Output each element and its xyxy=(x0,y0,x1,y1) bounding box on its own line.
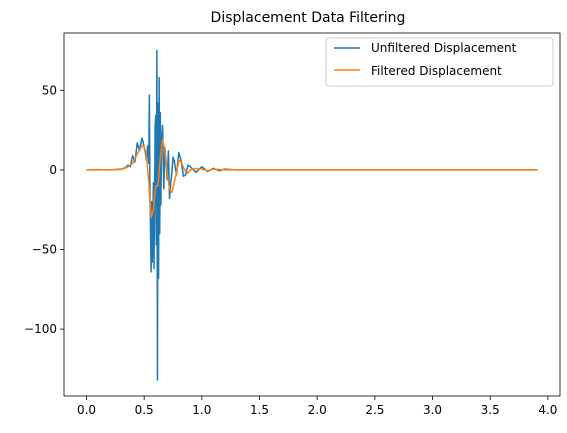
x-tick-label: 3.0 xyxy=(423,403,442,417)
series-line-filtered xyxy=(86,138,538,219)
legend: Unfiltered Displacement Filtered Displac… xyxy=(325,37,554,87)
y-tick-label: −100 xyxy=(24,322,57,336)
chart-title: Displacement Data Filtering xyxy=(211,10,406,26)
y-tick-label: 0 xyxy=(49,163,57,177)
x-tick-label: 0.0 xyxy=(77,403,96,417)
legend-box xyxy=(325,37,554,87)
plot-lines xyxy=(86,49,538,381)
series-line-unfiltered xyxy=(86,49,538,381)
x-tick-label: 1.0 xyxy=(192,403,211,417)
legend-label-unfiltered: Unfiltered Displacement xyxy=(371,41,517,55)
plot-frame xyxy=(63,32,561,397)
x-tick-label: 2.5 xyxy=(365,403,384,417)
x-axis: 0.0 0.5 1.0 1.5 2.0 2.5 3.0 3.5 4.0 xyxy=(77,396,557,417)
x-tick-label: 2.0 xyxy=(308,403,327,417)
x-tick-label: 4.0 xyxy=(538,403,557,417)
x-tick-label: 0.5 xyxy=(135,403,154,417)
y-tick-label: −50 xyxy=(32,243,57,257)
legend-label-filtered: Filtered Displacement xyxy=(371,64,502,78)
y-tick-label: 50 xyxy=(42,83,57,97)
x-tick-label: 1.5 xyxy=(250,403,269,417)
x-tick-label: 3.5 xyxy=(481,403,500,417)
y-axis: 50 0 −50 −100 xyxy=(24,83,64,336)
